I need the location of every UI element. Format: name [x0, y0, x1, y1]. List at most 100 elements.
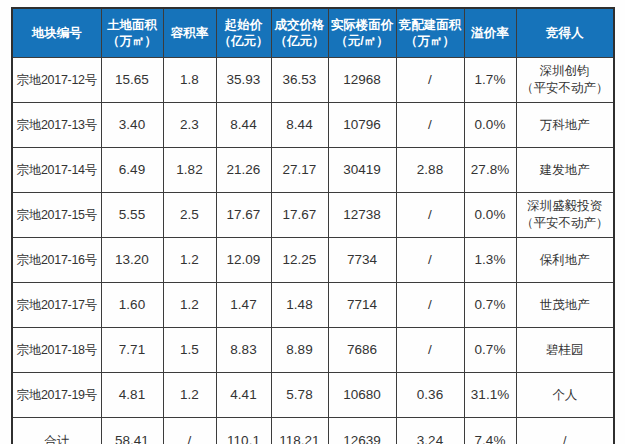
- cell-parcel-id: 宗地2017-13号: [12, 103, 101, 148]
- table-row: 宗地2017-13号3.402.38.448.4410796/0.0%万科地产: [12, 103, 614, 148]
- cell-winner: 深圳创钧 （平安不动产）: [516, 58, 614, 103]
- cell-premium-rate: 0.0%: [464, 193, 516, 238]
- cell-premium-rate: 0.7%: [464, 328, 516, 373]
- cell-land-area: 7.71: [101, 328, 163, 373]
- cell-premium-rate: 7.4%: [464, 418, 516, 444]
- cell-starting-price: 12.09: [216, 238, 271, 283]
- cell-land-area: 13.20: [101, 238, 163, 283]
- cell-floor-price: 12968: [328, 58, 396, 103]
- cell-plot-ratio: 2.5: [163, 193, 216, 238]
- cell-winner: 碧桂园: [516, 328, 614, 373]
- cell-allocated-build-area: 2.88: [396, 148, 464, 193]
- col-header-allocated-build-area: 竞配建面积 （万㎡）: [396, 8, 464, 58]
- col-header-premium-rate: 溢价率: [464, 8, 516, 58]
- cell-floor-price: 12738: [328, 193, 396, 238]
- cell-floor-price: 10680: [328, 373, 396, 418]
- cell-starting-price: 4.41: [216, 373, 271, 418]
- col-header-unit: （元/㎡）: [330, 33, 395, 49]
- cell-land-area: 58.41: [101, 418, 163, 444]
- col-header-parcel-id: 地块编号: [12, 8, 101, 58]
- cell-premium-rate: 1.7%: [464, 58, 516, 103]
- cell-deal-price: 12.25: [271, 238, 328, 283]
- cell-floor-price: 12639: [328, 418, 396, 444]
- cell-land-area: 6.49: [101, 148, 163, 193]
- cell-starting-price: 110.1: [216, 418, 271, 444]
- table-row: 宗地2017-15号5.552.517.6717.6712738/0.0%深圳盛…: [12, 193, 614, 238]
- cell-deal-price: 27.17: [271, 148, 328, 193]
- col-header-unit: （亿元）: [218, 33, 270, 49]
- cell-deal-price: 1.48: [271, 283, 328, 328]
- land-auction-results-table: 地块编号 土地面积 （万㎡） 容积率 起始价 （亿元） 成交价格 （亿元: [11, 7, 615, 444]
- col-header-unit: （万㎡）: [103, 33, 162, 49]
- cell-parcel-id: 宗地2017-12号: [12, 58, 101, 103]
- col-header-starting-price: 起始价 （亿元）: [216, 8, 271, 58]
- cell-allocated-build-area: 0.36: [396, 373, 464, 418]
- col-header-label: 起始价: [225, 18, 263, 32]
- cell-deal-price: 5.78: [271, 373, 328, 418]
- cell-premium-rate: 27.8%: [464, 148, 516, 193]
- table-row: 宗地2017-19号4.811.24.415.78106800.3631.1%个…: [12, 373, 614, 418]
- cell-plot-ratio: /: [163, 418, 216, 444]
- cell-plot-ratio: 1.8: [163, 58, 216, 103]
- cell-parcel-id: 宗地2017-19号: [12, 373, 101, 418]
- table-row: 宗地2017-18号7.711.58.838.897686/0.7%碧桂园: [12, 328, 614, 373]
- col-header-winner: 竞得人: [516, 8, 614, 58]
- col-header-unit: （万㎡）: [398, 33, 463, 49]
- col-header-unit: （亿元）: [273, 33, 327, 49]
- cell-land-area: 1.60: [101, 283, 163, 328]
- cell-parcel-id: 宗地2017-15号: [12, 193, 101, 238]
- col-header-label: 成交价格: [275, 18, 325, 32]
- col-header-floor-price: 实际楼面价 （元/㎡）: [328, 8, 396, 58]
- cell-deal-price: 8.44: [271, 103, 328, 148]
- cell-land-area: 4.81: [101, 373, 163, 418]
- col-header-land-area: 土地面积 （万㎡）: [101, 8, 163, 58]
- table-row: 宗地2017-14号6.491.8221.2627.17304192.8827.…: [12, 148, 614, 193]
- cell-floor-price: 7714: [328, 283, 396, 328]
- table-row: 宗地2017-17号1.601.21.471.487714/0.7%世茂地产: [12, 283, 614, 328]
- cell-deal-price: 118.21: [271, 418, 328, 444]
- table-row: 宗地2017-12号15.651.835.9336.5312968/1.7%深圳…: [12, 58, 614, 103]
- cell-winner: /: [516, 418, 614, 444]
- cell-plot-ratio: 1.2: [163, 238, 216, 283]
- cell-land-area: 3.40: [101, 103, 163, 148]
- col-header-label: 竞得人: [546, 26, 584, 40]
- col-header-deal-price: 成交价格 （亿元）: [271, 8, 328, 58]
- cell-starting-price: 17.67: [216, 193, 271, 238]
- cell-parcel-id: 合计: [12, 418, 101, 444]
- cell-winner: 个人: [516, 373, 614, 418]
- cell-plot-ratio: 1.82: [163, 148, 216, 193]
- cell-land-area: 15.65: [101, 58, 163, 103]
- cell-premium-rate: 31.1%: [464, 373, 516, 418]
- col-header-plot-ratio: 容积率: [163, 8, 216, 58]
- cell-starting-price: 1.47: [216, 283, 271, 328]
- cell-parcel-id: 宗地2017-14号: [12, 148, 101, 193]
- table-row: 宗地2017-16号13.201.212.0912.257734/1.3%保利地…: [12, 238, 614, 283]
- cell-plot-ratio: 1.2: [163, 373, 216, 418]
- cell-deal-price: 17.67: [271, 193, 328, 238]
- cell-winner: 万科地产: [516, 103, 614, 148]
- col-header-label: 实际楼面价: [331, 18, 394, 32]
- cell-parcel-id: 宗地2017-18号: [12, 328, 101, 373]
- cell-deal-price: 8.89: [271, 328, 328, 373]
- cell-allocated-build-area: 3.24: [396, 418, 464, 444]
- col-header-label: 竞配建面积: [399, 18, 462, 32]
- cell-floor-price: 30419: [328, 148, 396, 193]
- cell-starting-price: 8.83: [216, 328, 271, 373]
- cell-premium-rate: 0.7%: [464, 283, 516, 328]
- total-row: 合计58.41/110.1118.21126393.247.4%/: [12, 418, 614, 444]
- cell-winner: 世茂地产: [516, 283, 614, 328]
- cell-parcel-id: 宗地2017-16号: [12, 238, 101, 283]
- cell-floor-price: 7734: [328, 238, 396, 283]
- col-header-label: 地块编号: [32, 26, 82, 40]
- cell-winner: 建发地产: [516, 148, 614, 193]
- col-header-label: 土地面积: [107, 18, 157, 32]
- cell-premium-rate: 1.3%: [464, 238, 516, 283]
- cell-floor-price: 10796: [328, 103, 396, 148]
- cell-winner: 深圳盛毅投资 （平安不动产）: [516, 193, 614, 238]
- col-header-label: 溢价率: [471, 26, 509, 40]
- page: 地块编号 土地面积 （万㎡） 容积率 起始价 （亿元） 成交价格 （亿元: [0, 0, 625, 444]
- col-header-label: 容积率: [171, 26, 209, 40]
- cell-starting-price: 21.26: [216, 148, 271, 193]
- cell-winner: 保利地产: [516, 238, 614, 283]
- cell-floor-price: 7686: [328, 328, 396, 373]
